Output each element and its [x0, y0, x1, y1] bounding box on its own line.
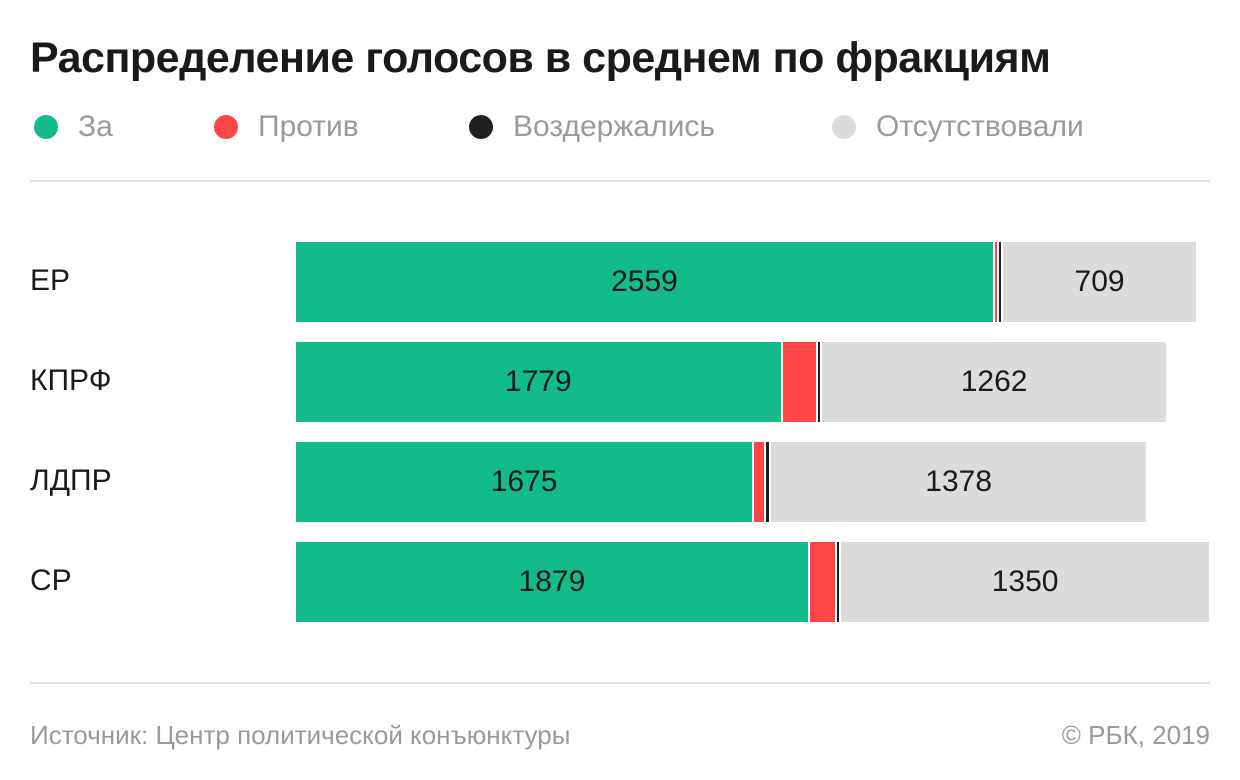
data-label: 1262 — [960, 365, 1028, 398]
bar-segment: 1262 — [822, 342, 1166, 422]
legend: За Против Воздержались Отсутствовали — [34, 110, 1214, 150]
bar-segment — [809, 542, 835, 622]
bar-segment: 2559 — [296, 242, 993, 322]
bar-segment: 709 — [1003, 242, 1197, 322]
source-note: Источник: Центр политической конъюнктуры — [30, 720, 571, 750]
legend-label: Против — [258, 110, 359, 143]
legend-dot-icon — [214, 115, 238, 139]
legend-dot-icon — [34, 115, 58, 139]
bar-segment — [766, 442, 770, 522]
legend-dot-icon — [832, 115, 856, 139]
data-label: 1675 — [490, 465, 558, 498]
data-label: 1879 — [518, 565, 586, 598]
legend-label: Отсутствовали — [876, 110, 1084, 143]
category-label: ЕР — [30, 264, 71, 297]
bar-segment — [995, 242, 997, 322]
bottom-divider — [30, 682, 1210, 684]
data-label: 1378 — [925, 465, 993, 498]
bar-segment: 1879 — [296, 542, 808, 622]
legend-item: Отсутствовали — [832, 110, 1084, 144]
category-label: КПРФ — [30, 364, 112, 397]
category-label: СР — [30, 564, 72, 597]
bar-segment — [999, 242, 1001, 322]
bar-segment — [782, 342, 816, 422]
data-label: 1350 — [991, 565, 1059, 598]
legend-dot-icon — [469, 115, 493, 139]
chart-title: Распределение голосов в среднем по фракц… — [30, 34, 1051, 82]
legend-label: За — [78, 110, 113, 143]
bar-segment — [754, 442, 765, 522]
bar-segment — [817, 342, 821, 422]
legend-item: За — [34, 110, 113, 144]
bar-segment: 1378 — [771, 442, 1147, 522]
category-label: ЛДПР — [30, 464, 112, 497]
bar-segment: 1779 — [296, 342, 781, 422]
data-label: 2559 — [611, 265, 678, 298]
bar-segment: 1350 — [841, 542, 1209, 622]
data-label: 1779 — [504, 365, 572, 398]
legend-label: Воздержались — [513, 110, 715, 143]
bar-segment: 1675 — [296, 442, 753, 522]
legend-item: Воздержались — [469, 110, 715, 144]
legend-item: Против — [214, 110, 359, 144]
bar-segment — [836, 542, 840, 622]
data-label: 709 — [1074, 265, 1125, 298]
copyright: © РБК, 2019 — [1061, 720, 1210, 750]
top-divider — [30, 180, 1210, 182]
